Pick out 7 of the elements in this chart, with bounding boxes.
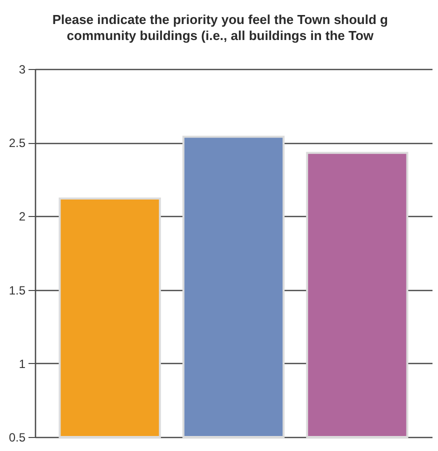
y-tick-label: 3: [18, 62, 26, 76]
y-tick-label: 2: [18, 210, 26, 224]
y-tick-label: 2.5: [8, 136, 26, 150]
y-tick-label: 1: [18, 356, 26, 371]
chart-title: Please indicate the priority you feel the Town should g community buildings (i.e., all buildings in the Tow: [52, 12, 388, 43]
y-tick-label: 1.5: [8, 283, 26, 298]
y-tick-label: 0.5: [8, 430, 26, 444]
